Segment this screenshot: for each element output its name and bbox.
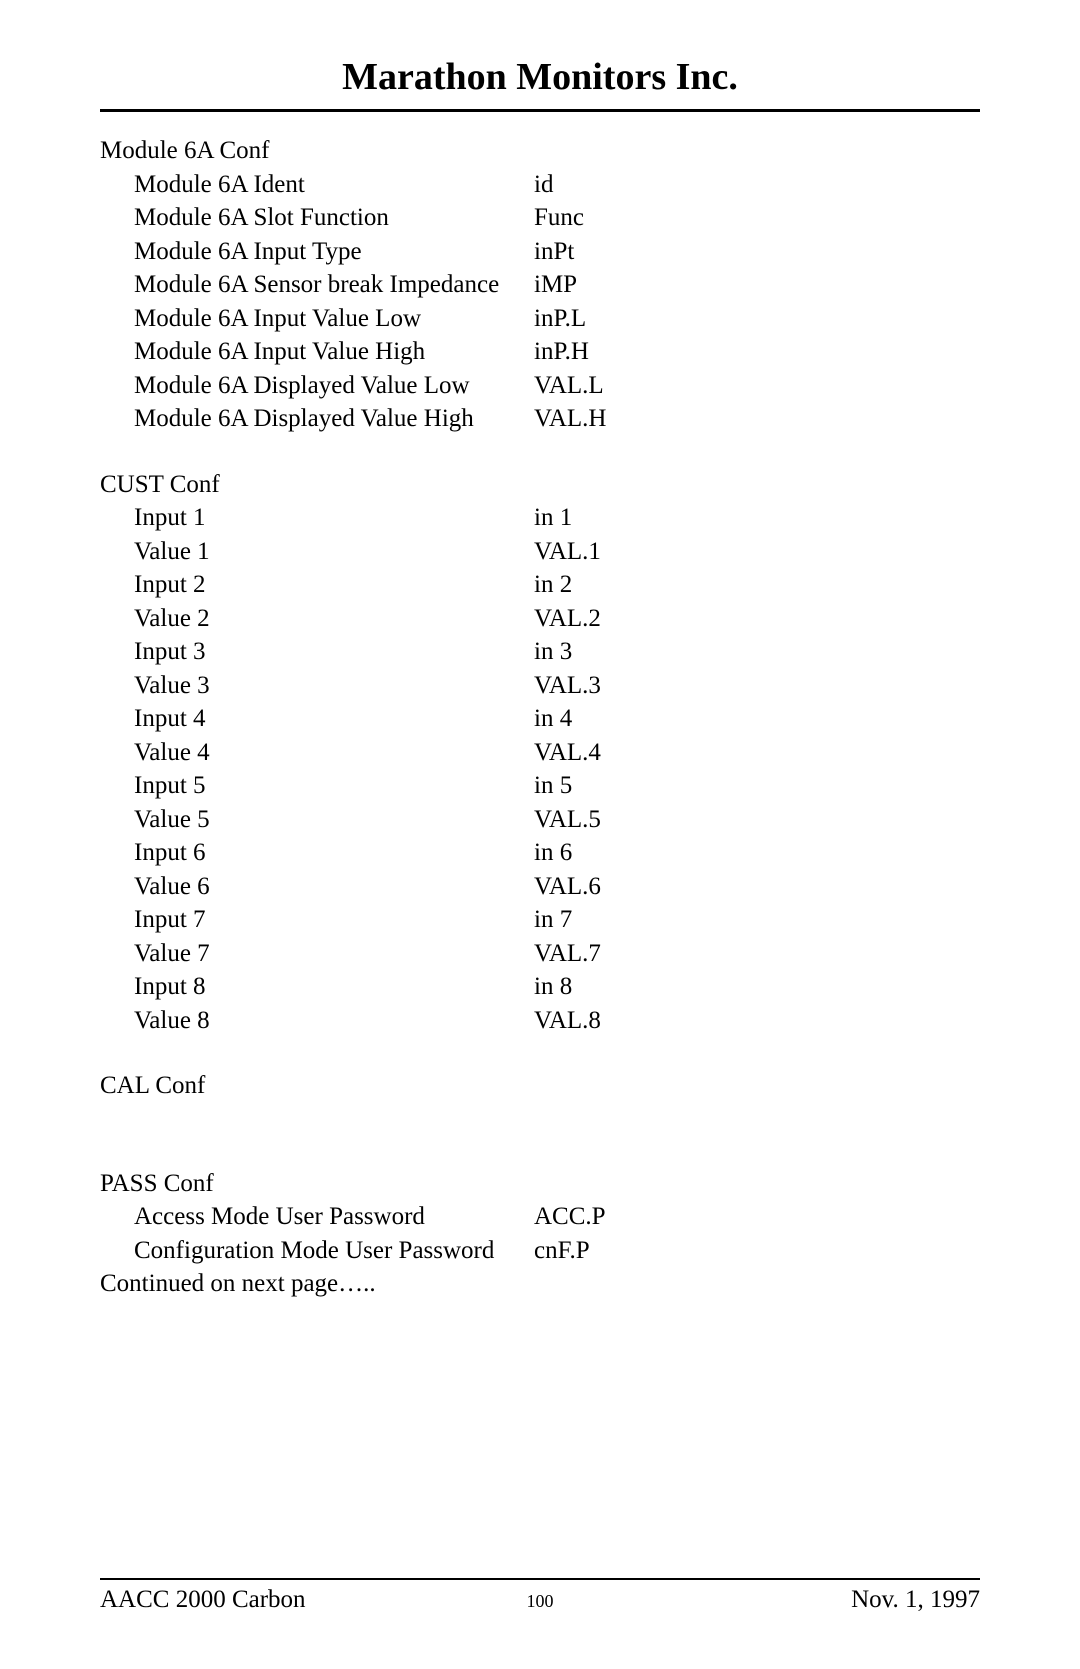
config-row: Input 2 in 2 [100, 568, 980, 602]
config-row: Value 2 VAL.2 [100, 602, 980, 636]
page-title: Marathon Monitors Inc. [100, 55, 980, 99]
config-code: VAL.4 [534, 736, 980, 770]
config-code: in 2 [534, 568, 980, 602]
continued-note: Continued on next page….. [100, 1267, 980, 1301]
config-label: Module 6A Input Type [134, 235, 534, 269]
footer-row: AACC 2000 Carbon 100 Nov. 1, 1997 [100, 1586, 980, 1614]
section-title: CAL Conf [100, 1069, 980, 1103]
section-cust-conf: CUST Conf Input 1 in 1 Value 1 VAL.1 Inp… [100, 468, 980, 1038]
config-row: Input 1 in 1 [100, 501, 980, 535]
config-row: Input 6 in 6 [100, 836, 980, 870]
config-code: cnF.P [534, 1234, 980, 1268]
config-label: Module 6A Input Value Low [134, 302, 534, 336]
config-code: in 6 [534, 836, 980, 870]
config-row: Input 4 in 4 [100, 702, 980, 736]
config-label: Input 1 [134, 501, 534, 535]
content: Module 6A Conf Module 6A Ident id Module… [100, 134, 980, 1301]
config-row: Module 6A Input Type inPt [100, 235, 980, 269]
config-code: in 4 [534, 702, 980, 736]
config-row: Value 1 VAL.1 [100, 535, 980, 569]
header-rule [100, 109, 980, 112]
config-label: Value 6 [134, 870, 534, 904]
config-label: Configuration Mode User Password [134, 1234, 534, 1268]
config-row: Module 6A Input Value High inP.H [100, 335, 980, 369]
config-label: Value 5 [134, 803, 534, 837]
config-code: ACC.P [534, 1200, 980, 1234]
config-row: Access Mode User Password ACC.P [100, 1200, 980, 1234]
config-code: inPt [534, 235, 980, 269]
footer-date: Nov. 1, 1997 [554, 1586, 981, 1614]
config-label: Module 6A Ident [134, 168, 534, 202]
config-label: Module 6A Displayed Value High [134, 402, 534, 436]
config-code: in 3 [534, 635, 980, 669]
config-code: in 8 [534, 970, 980, 1004]
config-row: Value 8 VAL.8 [100, 1004, 980, 1038]
config-code: VAL.5 [534, 803, 980, 837]
config-code: inP.L [534, 302, 980, 336]
config-code: VAL.3 [534, 669, 980, 703]
section-cal-conf: CAL Conf [100, 1069, 980, 1103]
config-code: in 7 [534, 903, 980, 937]
config-row: Input 5 in 5 [100, 769, 980, 803]
config-code: iMP [534, 268, 980, 302]
section-title: PASS Conf [100, 1167, 980, 1201]
config-code: VAL.2 [534, 602, 980, 636]
config-row: Module 6A Input Value Low inP.L [100, 302, 980, 336]
config-label: Module 6A Displayed Value Low [134, 369, 534, 403]
config-label: Input 7 [134, 903, 534, 937]
config-label: Value 8 [134, 1004, 534, 1038]
config-code: VAL.L [534, 369, 980, 403]
config-label: Value 1 [134, 535, 534, 569]
config-row: Module 6A Ident id [100, 168, 980, 202]
config-row: Input 3 in 3 [100, 635, 980, 669]
config-code: VAL.H [534, 402, 980, 436]
config-label: Module 6A Input Value High [134, 335, 534, 369]
config-label: Value 4 [134, 736, 534, 770]
config-label: Value 2 [134, 602, 534, 636]
config-label: Value 7 [134, 937, 534, 971]
config-label: Access Mode User Password [134, 1200, 534, 1234]
section-title: CUST Conf [100, 468, 980, 502]
config-row: Value 3 VAL.3 [100, 669, 980, 703]
config-row: Module 6A Displayed Value High VAL.H [100, 402, 980, 436]
config-label: Input 6 [134, 836, 534, 870]
config-label: Input 8 [134, 970, 534, 1004]
config-row: Value 7 VAL.7 [100, 937, 980, 971]
config-label: Module 6A Slot Function [134, 201, 534, 235]
config-code: Func [534, 201, 980, 235]
footer: AACC 2000 Carbon 100 Nov. 1, 1997 [100, 1578, 980, 1614]
footer-left: AACC 2000 Carbon [100, 1586, 527, 1614]
config-row: Module 6A Sensor break Impedance iMP [100, 268, 980, 302]
page: Marathon Monitors Inc. Module 6A Conf Mo… [0, 0, 1080, 1669]
config-row: Module 6A Slot Function Func [100, 201, 980, 235]
config-row: Value 5 VAL.5 [100, 803, 980, 837]
config-code: VAL.7 [534, 937, 980, 971]
config-code: VAL.6 [534, 870, 980, 904]
config-code: in 5 [534, 769, 980, 803]
config-label: Module 6A Sensor break Impedance [134, 268, 534, 302]
section-pass-conf: PASS Conf Access Mode User Password ACC.… [100, 1167, 980, 1268]
config-code: id [534, 168, 980, 202]
config-row: Input 7 in 7 [100, 903, 980, 937]
config-code: in 1 [534, 501, 980, 535]
config-label: Input 5 [134, 769, 534, 803]
config-row: Module 6A Displayed Value Low VAL.L [100, 369, 980, 403]
footer-rule [100, 1578, 980, 1580]
config-label: Value 3 [134, 669, 534, 703]
config-row: Value 4 VAL.4 [100, 736, 980, 770]
section-title: Module 6A Conf [100, 134, 980, 168]
config-label: Input 4 [134, 702, 534, 736]
config-label: Input 3 [134, 635, 534, 669]
config-code: inP.H [534, 335, 980, 369]
config-row: Input 8 in 8 [100, 970, 980, 1004]
section-module-6a-conf: Module 6A Conf Module 6A Ident id Module… [100, 134, 980, 436]
config-label: Input 2 [134, 568, 534, 602]
footer-page-number: 100 [527, 1591, 554, 1612]
config-row: Configuration Mode User Password cnF.P [100, 1234, 980, 1268]
config-code: VAL.8 [534, 1004, 980, 1038]
config-code: VAL.1 [534, 535, 980, 569]
config-row: Value 6 VAL.6 [100, 870, 980, 904]
